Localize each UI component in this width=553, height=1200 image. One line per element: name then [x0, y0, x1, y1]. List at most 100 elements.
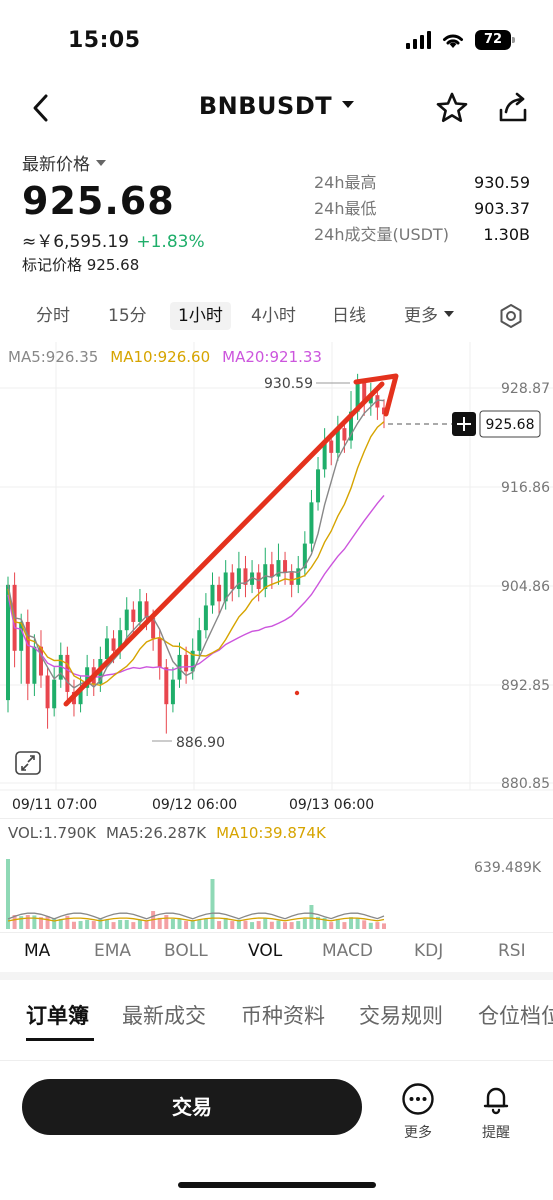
trade-button[interactable]: 交易	[22, 1079, 362, 1135]
candle-body	[157, 638, 162, 668]
timeframe-tab[interactable]: 4小时	[251, 306, 296, 326]
y-tick-label: 916.86	[501, 480, 550, 496]
volume-bar	[91, 921, 96, 929]
volume-bar	[250, 922, 255, 929]
alert-button[interactable]: 提醒	[466, 1082, 526, 1142]
tab-position-tiers[interactable]: 仓位档位	[478, 1004, 553, 1028]
ma10-line	[7, 421, 385, 687]
timeframe-tab[interactable]: 分时	[36, 306, 70, 326]
stat-value: 930.59	[474, 173, 530, 192]
volume-bar	[197, 920, 202, 929]
volume-bar	[289, 922, 294, 929]
candle-body	[349, 411, 354, 441]
volume-bar	[78, 921, 83, 929]
favorite-star-icon[interactable]	[434, 90, 470, 126]
volume-bar	[269, 921, 274, 929]
candle-body	[309, 502, 314, 544]
candle-body	[329, 440, 334, 453]
x-tick-label: 09/11 07:00	[12, 797, 97, 813]
timeframe-more[interactable]: 更多	[404, 302, 454, 330]
stat-label: 24h最低	[314, 199, 377, 218]
mark-price: 标记价格 925.68	[22, 256, 140, 274]
more-button[interactable]: 更多	[388, 1082, 448, 1142]
vol-ma5-line	[7, 912, 385, 920]
volume-bar	[52, 917, 57, 929]
tab-coin-info[interactable]: 币种资料	[241, 1004, 325, 1028]
tab-latest-trades[interactable]: 最新成交	[122, 1004, 206, 1028]
volume-bar	[58, 918, 63, 929]
indicator-vol[interactable]: VOL	[248, 941, 283, 961]
volume-bar	[349, 917, 354, 929]
wifi-icon	[443, 34, 463, 48]
candle-body	[6, 584, 10, 701]
stat-high: 24h最高 930.59	[314, 170, 530, 196]
volume-bar	[355, 918, 360, 929]
volume-bar	[309, 905, 314, 929]
candle-body	[52, 679, 57, 709]
caret-down-icon	[444, 311, 454, 317]
vol-ma10-legend: MA10:39.874K	[216, 824, 326, 842]
candle-body	[19, 621, 24, 651]
x-tick-label: 09/12 06:00	[152, 797, 237, 813]
candle-body	[236, 568, 241, 589]
candle-body	[32, 646, 37, 684]
status-bar: 15:05 72	[0, 0, 553, 80]
more-dots-icon	[402, 1083, 434, 1115]
timeframe-tab[interactable]: 日线	[332, 306, 366, 326]
annotation-arrow-shaft	[63, 381, 385, 707]
volume-bar	[71, 921, 76, 929]
candle-body	[368, 395, 373, 404]
volume-bar	[302, 918, 307, 929]
symbol-selector[interactable]: BNBUSDT	[0, 92, 553, 120]
stat-label: 24h最高	[314, 173, 377, 192]
last-price: 925.68	[22, 179, 175, 223]
gear-icon[interactable]	[498, 303, 524, 329]
vol-legend-value: VOL:1.790K	[8, 824, 96, 842]
candle-body	[124, 609, 129, 631]
volume-bar	[85, 920, 90, 929]
current-price-tag: 925.68	[486, 417, 535, 433]
volume-bar	[368, 922, 373, 929]
timeframe-tab[interactable]: 15分	[108, 306, 147, 326]
indicator-bar: MA EMA BOLL VOL MACD KDJ RSI	[0, 932, 553, 972]
indicator-rsi[interactable]: RSI	[498, 941, 526, 961]
volume-bar	[190, 920, 195, 929]
candlestick-chart[interactable]: 928.87 916.86 904.86 892.85 880.85 09/11 07:0…	[0, 340, 553, 818]
more-label: 更多	[404, 1125, 432, 1141]
timeframe-more-label: 更多	[404, 306, 438, 326]
last-price-selector[interactable]: 最新价格	[22, 150, 322, 175]
active-tab-underline	[26, 1038, 94, 1041]
indicator-ema[interactable]: EMA	[94, 941, 132, 961]
volume-bar	[276, 920, 281, 929]
volume-bar	[375, 922, 380, 929]
candle-body	[65, 654, 70, 692]
indicator-boll[interactable]: BOLL	[164, 941, 208, 961]
candle-body	[45, 675, 50, 709]
candle-body	[289, 572, 294, 585]
volume-bar	[256, 921, 261, 929]
tab-trading-rules[interactable]: 交易规则	[359, 1004, 443, 1028]
volume-bar	[45, 916, 50, 929]
tab-order-book[interactable]: 订单簿	[26, 1004, 89, 1028]
candle-body	[375, 395, 380, 408]
candle-body	[217, 584, 222, 602]
y-tick-label: 880.85	[501, 776, 550, 792]
candle-body	[170, 679, 175, 705]
candle-body	[342, 428, 347, 441]
indicator-ma[interactable]: MA	[24, 941, 51, 961]
volume-bar	[243, 920, 248, 929]
nav-bar: BNBUSDT	[0, 80, 553, 136]
candle-body	[335, 428, 340, 453]
share-icon[interactable]	[496, 90, 530, 126]
status-time: 15:05	[68, 28, 141, 53]
candle-body	[137, 601, 142, 622]
volume-bar	[104, 920, 109, 929]
chevron-down-icon	[342, 100, 355, 108]
back-icon[interactable]	[26, 90, 56, 126]
timeframe-tab-active[interactable]: 1小时	[170, 302, 231, 330]
candle-body	[230, 572, 235, 589]
volume-bar	[316, 916, 321, 929]
candle-body	[316, 469, 321, 503]
indicator-macd[interactable]: MACD	[322, 941, 373, 961]
indicator-kdj[interactable]: KDJ	[414, 941, 444, 961]
